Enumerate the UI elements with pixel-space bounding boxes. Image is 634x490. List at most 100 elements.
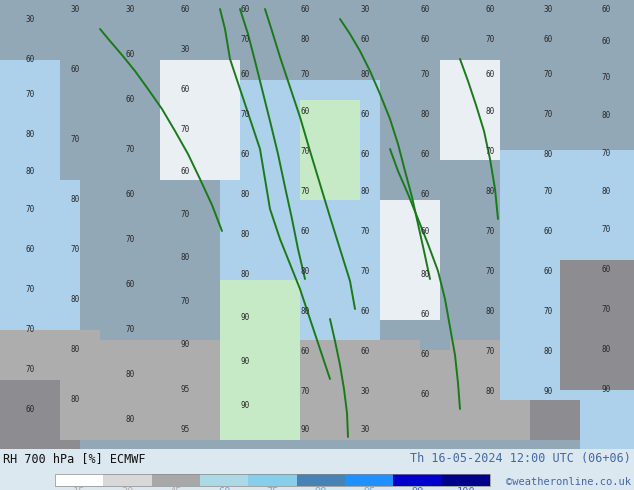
Text: 60: 60 (360, 109, 370, 119)
Text: 60: 60 (420, 190, 430, 198)
Text: 90: 90 (240, 400, 250, 410)
Text: 60: 60 (420, 34, 430, 44)
Text: 60: 60 (240, 4, 250, 14)
Text: 90: 90 (543, 387, 553, 395)
Text: 60: 60 (360, 34, 370, 44)
Bar (55, 474, 103, 486)
Text: 60: 60 (70, 65, 80, 74)
Text: 70: 70 (126, 145, 134, 153)
Bar (442, 474, 490, 486)
Text: 70: 70 (70, 245, 80, 253)
Text: 60: 60 (602, 4, 611, 14)
Text: 95: 95 (363, 487, 375, 490)
Bar (345, 474, 393, 486)
Text: 80: 80 (240, 270, 250, 278)
Text: 80: 80 (70, 344, 80, 353)
Text: 70: 70 (486, 267, 495, 275)
Text: 80: 80 (543, 346, 553, 356)
Text: 80: 80 (602, 187, 611, 196)
Text: 70: 70 (25, 285, 35, 294)
Text: 60: 60 (486, 70, 495, 78)
Text: 45: 45 (169, 487, 182, 490)
Text: 80: 80 (486, 187, 495, 196)
Text: 60: 60 (25, 245, 35, 253)
Text: 60: 60 (543, 34, 553, 44)
Text: 80: 80 (360, 187, 370, 196)
Text: 80: 80 (70, 394, 80, 403)
Text: 60: 60 (360, 307, 370, 316)
Text: 60: 60 (420, 310, 430, 318)
Bar (393, 474, 442, 486)
Text: 60: 60 (126, 95, 134, 103)
Text: 70: 70 (543, 187, 553, 196)
Text: 80: 80 (240, 229, 250, 239)
Text: 90: 90 (240, 357, 250, 366)
Text: 60: 60 (602, 36, 611, 46)
Bar (152, 474, 200, 486)
Text: Th 16-05-2024 12:00 UTC (06+06): Th 16-05-2024 12:00 UTC (06+06) (410, 452, 631, 465)
Text: 70: 70 (25, 90, 35, 98)
Text: 60: 60 (126, 279, 134, 289)
Text: 80: 80 (360, 70, 370, 78)
Text: 60: 60 (301, 346, 309, 356)
Text: 70: 70 (602, 73, 611, 81)
Text: 70: 70 (486, 346, 495, 356)
Text: 70: 70 (240, 34, 250, 44)
Text: 80: 80 (486, 387, 495, 395)
Text: 70: 70 (126, 324, 134, 334)
Text: 30: 30 (121, 487, 134, 490)
Text: RH 700 hPa [%] ECMWF: RH 700 hPa [%] ECMWF (3, 452, 145, 465)
Text: 70: 70 (181, 296, 190, 305)
Text: 70: 70 (486, 34, 495, 44)
Text: ©weatheronline.co.uk: ©weatheronline.co.uk (506, 477, 631, 487)
Text: 80: 80 (126, 369, 134, 378)
Text: 60: 60 (301, 106, 309, 116)
Text: 95: 95 (181, 424, 190, 434)
Text: 70: 70 (543, 109, 553, 119)
Text: 99: 99 (411, 487, 424, 490)
Text: 80: 80 (25, 129, 35, 139)
Text: 80: 80 (301, 267, 309, 275)
Text: 70: 70 (240, 109, 250, 119)
Text: 70: 70 (360, 226, 370, 236)
Text: 30: 30 (70, 4, 80, 14)
Text: 70: 70 (25, 324, 35, 334)
Text: 80: 80 (240, 190, 250, 198)
Text: 30: 30 (181, 45, 190, 53)
Text: 60: 60 (240, 70, 250, 78)
Text: 70: 70 (602, 148, 611, 157)
Text: 80: 80 (181, 252, 190, 262)
Text: 60: 60 (126, 190, 134, 198)
Text: 80: 80 (301, 307, 309, 316)
Text: 70: 70 (301, 70, 309, 78)
Text: 70: 70 (126, 235, 134, 244)
Text: 90: 90 (240, 313, 250, 321)
Text: 60: 60 (181, 4, 190, 14)
Text: 60: 60 (486, 4, 495, 14)
Text: 80: 80 (486, 106, 495, 116)
Bar (200, 474, 249, 486)
Text: 60: 60 (218, 487, 230, 490)
Text: 60: 60 (360, 346, 370, 356)
Text: 60: 60 (126, 49, 134, 58)
Text: 70: 70 (543, 70, 553, 78)
Text: 80: 80 (420, 270, 430, 278)
Text: 70: 70 (360, 267, 370, 275)
Text: 60: 60 (25, 54, 35, 64)
Text: 15: 15 (73, 487, 86, 490)
Text: 70: 70 (420, 70, 430, 78)
Text: 70: 70 (486, 147, 495, 155)
Text: 80: 80 (301, 34, 309, 44)
Text: 70: 70 (543, 307, 553, 316)
Text: 80: 80 (25, 167, 35, 175)
Text: 90: 90 (301, 424, 309, 434)
Text: 70: 70 (301, 387, 309, 395)
Text: 30: 30 (543, 4, 553, 14)
Text: 100: 100 (456, 487, 476, 490)
Text: 80: 80 (70, 294, 80, 303)
Text: 60: 60 (420, 149, 430, 158)
Text: 80: 80 (486, 307, 495, 316)
Text: 60: 60 (360, 149, 370, 158)
Text: 60: 60 (602, 265, 611, 273)
Text: 60: 60 (543, 226, 553, 236)
